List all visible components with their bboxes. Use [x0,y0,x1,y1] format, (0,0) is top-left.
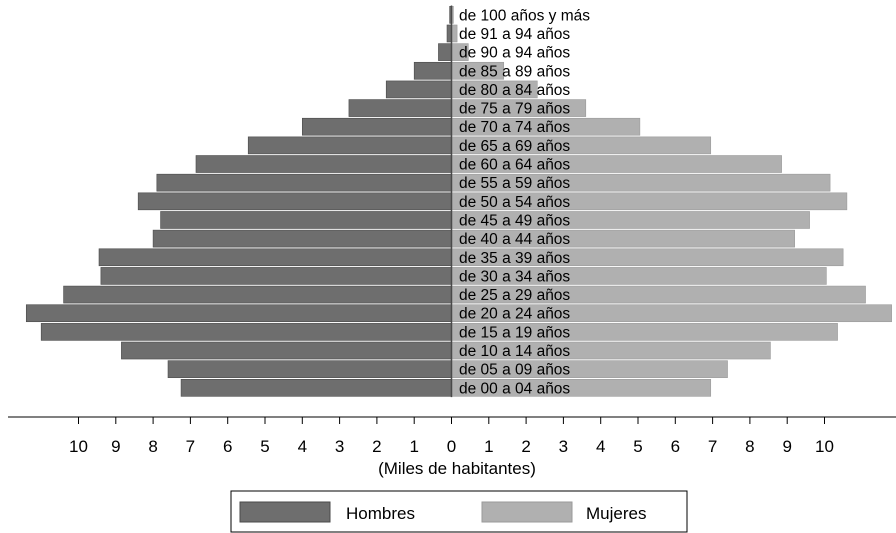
bar-hombres [63,285,452,304]
age-group-label: de 90 a 94 años [459,45,570,62]
x-tick-label: 2 [372,437,381,456]
bar-hombres [100,267,452,285]
x-tick-label: 2 [521,437,530,456]
x-tick-label: 6 [223,437,232,456]
x-tick-label: 7 [186,437,195,456]
x-tick-label: 10 [815,437,834,456]
bar-hombres [247,136,452,155]
bar-hombres [301,117,452,136]
age-group-label: de 30 a 34 años [459,268,570,285]
age-group-label: de 25 a 29 años [459,287,570,304]
bar-hombres [137,192,452,211]
x-tick-label: 4 [596,437,605,456]
bar-hombres [438,43,452,61]
bar-hombres [152,229,452,248]
age-group-label: de 75 a 79 años [459,101,570,118]
x-tick-label: 3 [559,437,568,456]
x-axis-title: (Miles de habitantes) [378,459,536,478]
bar-mujeres [451,24,458,43]
legend-label-hombres: Hombres [346,504,415,523]
age-group-label: de 60 a 64 años [459,157,570,174]
bar-hombres [348,99,452,117]
legend-swatch-hombres [239,501,331,523]
bar-hombres [167,360,452,378]
bar-hombres [385,80,452,99]
bar-hombres [195,155,452,173]
x-tick-label: 8 [148,437,157,456]
legend: Hombres Mujeres [230,490,688,533]
x-tick-label: 0 [447,437,456,456]
legend-swatch-mujeres [481,501,573,523]
x-tick-label: 1 [484,437,493,456]
x-tick-label: 9 [782,437,791,456]
x-tick-label: 1 [409,437,418,456]
age-group-label: de 100 años y más [459,7,590,24]
x-tick-label: 9 [111,437,120,456]
x-tick-label: 7 [708,437,717,456]
x-tick-label: 10 [69,437,88,456]
age-group-label: de 65 a 69 años [459,138,570,155]
x-tick-label: 5 [633,437,642,456]
bar-hombres [180,379,452,397]
bar-hombres [160,211,452,229]
hombres-bars [25,6,452,397]
age-group-label: de 20 a 24 años [459,306,570,323]
age-group-label: de 50 a 54 años [459,194,570,211]
age-group-label: de 40 a 44 años [459,231,570,248]
bar-hombres [121,341,452,360]
mujeres-bars [451,6,892,397]
x-tick-label: 5 [260,437,269,456]
age-group-label: de 80 a 84 años [459,82,570,99]
age-group-label: de 91 a 94 años [459,26,570,43]
bar-hombres [25,304,452,323]
bar-hombres [156,173,452,192]
x-tick-label: 8 [745,437,754,456]
age-group-label: de 00 a 04 años [459,380,570,397]
age-group-label: de 10 a 14 años [459,343,570,360]
age-group-label: de 70 a 74 años [459,119,570,136]
x-tick-label: 6 [671,437,680,456]
x-tick-label: 4 [298,437,307,456]
age-group-label: de 05 a 09 años [459,362,570,379]
age-group-label: de 15 a 19 años [459,324,570,341]
age-group-label: de 45 a 49 años [459,212,570,229]
age-group-label: de 85 a 89 años [459,63,570,80]
age-group-labels: de 100 años y más de 91 a 94 años de 90 a … [459,7,590,397]
x-axis-ticks: 10 9 8 7 6 5 4 3 2 1 0 1 2 3 4 5 6 7 8 9 10 [69,417,834,456]
bar-hombres [413,61,452,80]
bar-hombres [98,248,452,267]
legend-label-mujeres: Mujeres [586,504,646,523]
bar-hombres [40,323,452,341]
age-group-label: de 55 a 59 años [459,175,570,192]
x-tick-label: 3 [335,437,344,456]
age-group-label: de 35 a 39 años [459,250,570,267]
